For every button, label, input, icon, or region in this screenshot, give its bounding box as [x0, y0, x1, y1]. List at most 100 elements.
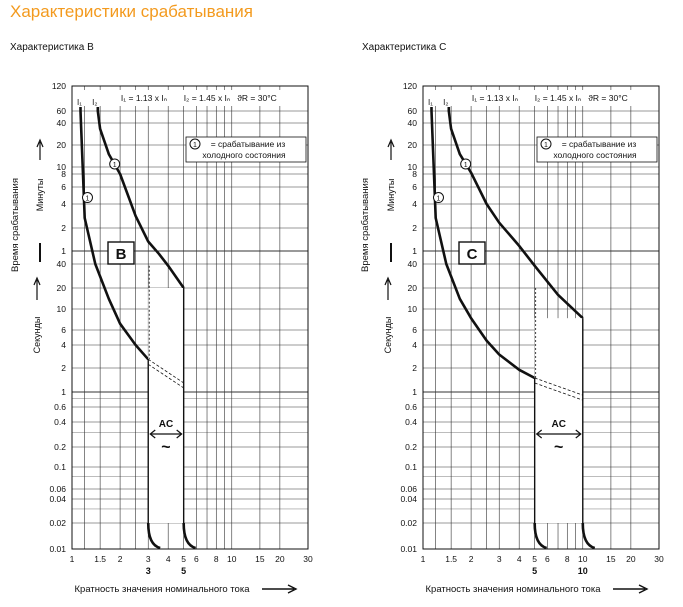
ylabel-main: Время срабатывания — [360, 178, 371, 272]
ac-symbol: ~ — [554, 439, 563, 456]
x-tick-label: 2 — [469, 554, 474, 564]
lower-trip-curve — [430, 107, 536, 380]
y-tick-label: 0.6 — [54, 402, 66, 412]
y-tick-label: 120 — [52, 81, 66, 91]
annotation-bg — [424, 90, 658, 106]
legend-box — [536, 136, 658, 163]
cold-start-marker-number: 1 — [464, 162, 468, 169]
cold-start-marker-number: 1 — [113, 162, 117, 169]
ylabel-seconds: Секунды — [32, 317, 42, 354]
y-tick-label: 8 — [61, 169, 66, 179]
x-bold-tick-label: 5 — [181, 566, 186, 576]
magnetic-dashed-line — [534, 377, 583, 396]
y-tick-label: 0.06 — [400, 484, 417, 494]
chart-b: Характеристика B120604020108642140201064… — [10, 42, 313, 595]
cold-start-marker-icon — [460, 158, 472, 170]
y-tick-label: 10 — [408, 304, 418, 314]
x-tick-label: 1 — [421, 554, 426, 564]
x-tick-label: 5 — [532, 554, 537, 564]
y-tick-label: 0.02 — [400, 518, 417, 528]
y-tick-label: 40 — [408, 259, 418, 269]
y-tick-label: 0.6 — [405, 402, 417, 412]
x-tick-label: 1.5 — [445, 554, 457, 564]
i2-formula: I₂ = 1.45 x Iₙ — [184, 93, 231, 103]
ac-arrow-icon — [535, 429, 582, 439]
y-tick-label: 4 — [412, 340, 417, 350]
x-tick-label: 15 — [255, 554, 265, 564]
y-tick-label: 20 — [408, 140, 418, 150]
x-tick-label: 10 — [578, 554, 588, 564]
x-tick-label: 4 — [517, 554, 522, 564]
cold-start-marker-number: 1 — [86, 196, 90, 203]
cold-start-marker-icon — [81, 192, 93, 204]
x-bold-tick-label: 3 — [146, 566, 151, 576]
cold-start-marker-icon — [432, 192, 444, 204]
seconds-arrow-icon — [384, 276, 392, 300]
y-tick-label: 0.04 — [49, 494, 66, 504]
legend-marker-icon — [540, 138, 552, 150]
y-tick-label: 120 — [403, 81, 417, 91]
y-tick-label: 0.1 — [54, 462, 66, 472]
temperature-label: ϑR = 30°C — [588, 93, 627, 103]
lower-trip-curve — [79, 107, 150, 361]
hook-left — [533, 522, 548, 550]
legend-text-line2: холодного состояния — [202, 150, 286, 160]
y-tick-label: 4 — [61, 340, 66, 350]
ac-arrow-icon — [149, 429, 183, 439]
y-tick-label: 8 — [412, 169, 417, 179]
x-tick-label: 8 — [214, 554, 219, 564]
x-axis-arrow-icon — [262, 584, 298, 594]
curve-letter: B — [116, 246, 127, 263]
seconds-arrow-icon — [33, 276, 41, 300]
y-tick-label: 6 — [412, 325, 417, 335]
hook-left — [146, 522, 161, 550]
y-tick-label: 1 — [61, 246, 66, 256]
x-tick-label: 20 — [626, 554, 636, 564]
legend-marker-number: 1 — [193, 142, 197, 149]
y-tick-label: 2 — [61, 223, 66, 233]
ylabel-seconds: Секунды — [383, 317, 393, 354]
x-axis-arrow-icon — [613, 584, 649, 594]
x-tick-label: 1.5 — [94, 554, 106, 564]
upper-trip-curve — [96, 107, 185, 289]
legend-text-line2: холодного состояния — [553, 150, 637, 160]
y-tick-label: 40 — [57, 118, 67, 128]
minutes-arrow-icon — [387, 138, 395, 160]
y-tick-label: 10 — [57, 304, 67, 314]
y-tick-label: 6 — [61, 325, 66, 335]
x-tick-label: 5 — [181, 554, 186, 564]
temperature-label: ϑR = 30°C — [237, 93, 276, 103]
y-tick-label: 10 — [57, 162, 67, 172]
y-tick-label: 1 — [61, 387, 66, 397]
y-tick-label: 6 — [412, 182, 417, 192]
chart-title: Характеристика C — [362, 42, 446, 53]
y-tick-label: 4 — [61, 199, 66, 209]
legend-marker-number: 1 — [544, 142, 548, 149]
plot-frame — [422, 85, 660, 550]
y-tick-label: 40 — [408, 118, 418, 128]
x-tick-label: 6 — [545, 554, 550, 564]
i1-label: I₁ — [77, 98, 82, 107]
curve-letter-box — [458, 241, 486, 265]
x-tick-label: 8 — [565, 554, 570, 564]
x-tick-label: 30 — [303, 554, 313, 564]
ylabel-main: Время срабатывания — [10, 178, 21, 272]
annotation-bg — [73, 90, 307, 106]
y-tick-label: 20 — [408, 283, 418, 293]
y-tick-label: 20 — [57, 140, 67, 150]
y-tick-label: 0.4 — [405, 417, 417, 427]
x-tick-label: 30 — [654, 554, 664, 564]
x-tick-label: 4 — [166, 554, 171, 564]
y-tick-label: 0.4 — [54, 417, 66, 427]
page-title: Характеристики срабатывания — [10, 2, 253, 21]
legend-marker-icon — [189, 138, 201, 150]
x-tick-label: 1 — [70, 554, 75, 564]
hook-right — [182, 522, 197, 550]
y-tick-label: 40 — [57, 259, 67, 269]
chart-c: Характеристика C120604020108642140201064… — [360, 42, 664, 595]
y-tick-label: 0.01 — [400, 544, 417, 554]
x-tick-label: 2 — [118, 554, 123, 564]
ac-label: AC — [551, 419, 565, 430]
ac-symbol: ~ — [161, 439, 170, 456]
